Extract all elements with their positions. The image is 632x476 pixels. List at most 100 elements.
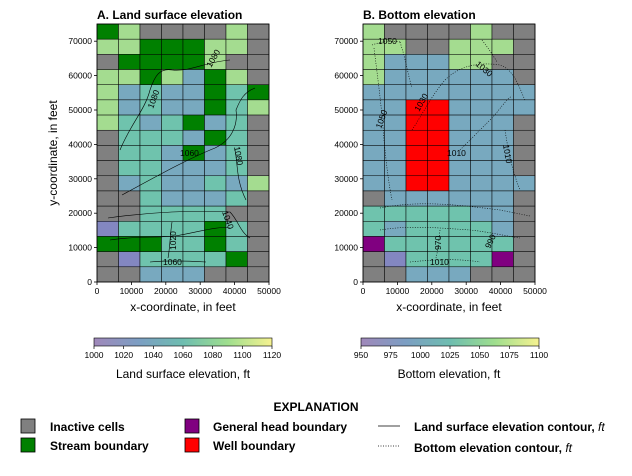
grid-cell [139,54,162,70]
grid-cell [405,23,428,40]
contour-label: 1060 [180,148,199,158]
grid-cell [161,23,184,40]
grid-cell [139,69,162,85]
colorbar-tick-label: 1100 [530,350,549,360]
grid-cell [384,145,407,161]
land-contour-line [234,149,247,201]
contour-label: 1080 [232,146,245,167]
grid-cell [513,84,536,101]
grid-cell [384,114,407,131]
grid-cell [96,266,119,283]
grid-cell [362,190,385,207]
grid-cell [118,84,141,101]
grid-cell [448,84,471,101]
grid-cell [491,190,514,207]
grid-cell [182,236,205,252]
grid-cell [225,114,248,131]
grid-cell [427,129,450,146]
grid-cell [225,190,248,207]
grid-cell [247,221,270,237]
legend-label-land-contour: Land surface elevation contour, ft [414,420,605,434]
bottom-contour-line [373,47,393,201]
grid-cell [384,54,407,70]
grid-cell [513,266,536,283]
grid-cell [139,38,162,55]
grid-cell [470,114,493,131]
grid-cell [470,190,493,207]
panel-b-xlabel: x-coordinate, in feet [396,300,502,314]
grid-cell [384,129,407,146]
grid-cell [513,251,536,268]
grid-cell [405,175,428,192]
grid-cell [96,251,119,268]
grid-cell [491,38,514,55]
grid-cell [470,175,493,192]
grid-cell [427,266,450,283]
grid-cell [362,54,385,70]
grid-cell [405,145,428,161]
colorbar-tick-label: 1000 [85,350,104,360]
grid-cell [470,23,493,40]
colorbar-tick-label: 1075 [500,350,519,360]
contour-label: 1050 [378,36,397,46]
contour-label: 970 [433,236,443,250]
grid-cell [118,69,141,85]
grid-cell [96,190,119,207]
grid-cell [247,160,270,177]
grid-cell [96,84,119,101]
y-tick-label: 70000 [68,36,92,46]
colorbar-tick-label: 1040 [144,350,163,360]
grid-cell [427,23,450,40]
legend-swatch-ghb [184,418,200,434]
grid-cell [513,114,536,131]
grid-cell [161,99,184,116]
grid-cell [247,251,270,268]
panel-b-title: B. Bottom elevation [363,8,476,22]
grid-cell [96,236,119,252]
land-contour-line [119,59,231,151]
contour-label: 1010 [501,144,514,165]
x-tick-label: 20000 [154,286,178,296]
grid-cell [161,266,184,283]
grid-cell [513,69,536,85]
grid-cell [513,38,536,55]
grid-cell [448,69,471,85]
grid-cell [448,205,471,222]
grid-cell [384,251,407,268]
y-tick-label: 20000 [68,208,92,218]
grid-cell [427,221,450,237]
grid-cell [247,99,270,116]
grid-cell [182,23,205,40]
grid-cell [204,160,227,177]
x-tick-label: 40000 [223,286,247,296]
grid-cell [139,221,162,237]
grid-cell [161,114,184,131]
grid-cell [405,38,428,55]
grid-cell [118,129,141,146]
grid-cell [448,129,471,146]
grid-cell [491,23,514,40]
grid-cell [247,84,270,101]
panel-a-contour-labels: 1080 1080 1060 1080 1040 1020 1060 [145,47,245,267]
y-tick-label: 40000 [334,139,358,149]
panel-a-frame [96,23,270,283]
grid-cell [513,236,536,252]
grid-cell [247,38,270,55]
grid-cell [118,190,141,207]
grid-cell [448,99,471,116]
grid-cell [96,175,119,192]
grid-cell [427,99,450,116]
grid-cell [118,251,141,268]
grid-cell [427,54,450,70]
grid-cell [405,69,428,85]
colorbar-tick-label: 975 [384,350,398,360]
land-contour-line [109,227,231,241]
grid-cell [247,145,270,161]
grid-cell [182,129,205,146]
grid-cell [427,84,450,101]
panel-a: A. Land surface elevation 1080 1080 1060… [46,8,281,314]
x-tick-label: 50000 [523,286,547,296]
grid-cell [182,99,205,116]
y-tick-label: 40000 [68,139,92,149]
legend: EXPLANATION Inactive cells Stream bounda… [20,400,605,455]
